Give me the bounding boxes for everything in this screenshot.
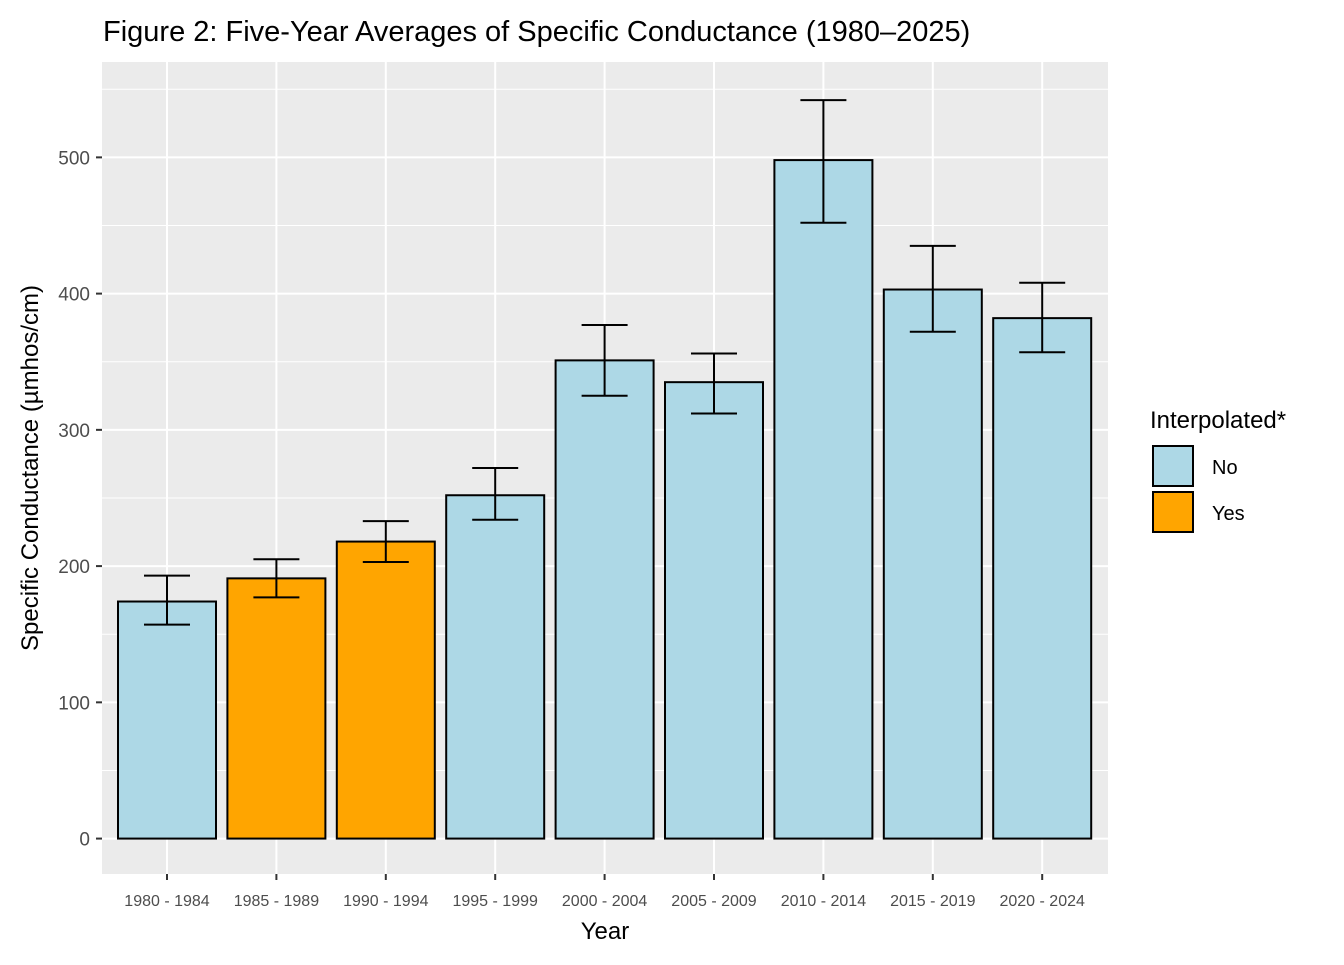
y-axis-title: Specific Conductance (µmhos/cm) [17, 285, 44, 651]
bars [117, 159, 1093, 840]
x-tick-label: 2020 - 2024 [999, 893, 1085, 910]
legend-label: No [1212, 457, 1238, 479]
y-tick-label: 200 [58, 557, 90, 578]
error-bars [144, 99, 1066, 626]
y-tick-label: 500 [58, 148, 90, 169]
y-axis: 0 100 200 300 400 500 [58, 148, 102, 851]
bar [773, 159, 874, 840]
legend-swatch [1152, 491, 1194, 533]
bar [445, 494, 546, 840]
y-tick-label: 400 [58, 285, 90, 306]
y-tick-label: 100 [58, 693, 90, 714]
x-tick-label: 2010 - 2014 [781, 893, 867, 910]
x-tick-label: 1985 - 1989 [234, 893, 320, 910]
x-axis: 1980 - 1984 1985 - 1989 1990 - 1994 1995 - … [124, 874, 1085, 910]
y-tick-label: 300 [58, 421, 90, 442]
legend-swatch [1152, 445, 1194, 487]
bar [226, 577, 327, 840]
y-tick-label: 0 [79, 830, 90, 851]
legend-title: Interpolated* [1150, 407, 1286, 434]
x-tick-label: 1980 - 1984 [124, 893, 210, 910]
legend-label: Yes [1212, 503, 1245, 525]
bar [335, 540, 436, 840]
legend: Interpolated* No Yes [1150, 407, 1286, 533]
x-tick-label: 2015 - 2019 [890, 893, 976, 910]
x-tick-label: 2005 - 2009 [671, 893, 757, 910]
x-axis-title: Year [581, 918, 630, 945]
chart-title: Figure 2: Five-Year Averages of Specific… [103, 16, 970, 48]
bar [992, 317, 1093, 840]
x-tick-label: 2000 - 2004 [562, 893, 648, 910]
bar [117, 600, 217, 840]
x-tick-label: 1990 - 1994 [343, 893, 429, 910]
bar [554, 359, 655, 840]
bar [882, 288, 983, 840]
bar [664, 381, 764, 840]
x-tick-label: 1995 - 1999 [452, 893, 538, 910]
